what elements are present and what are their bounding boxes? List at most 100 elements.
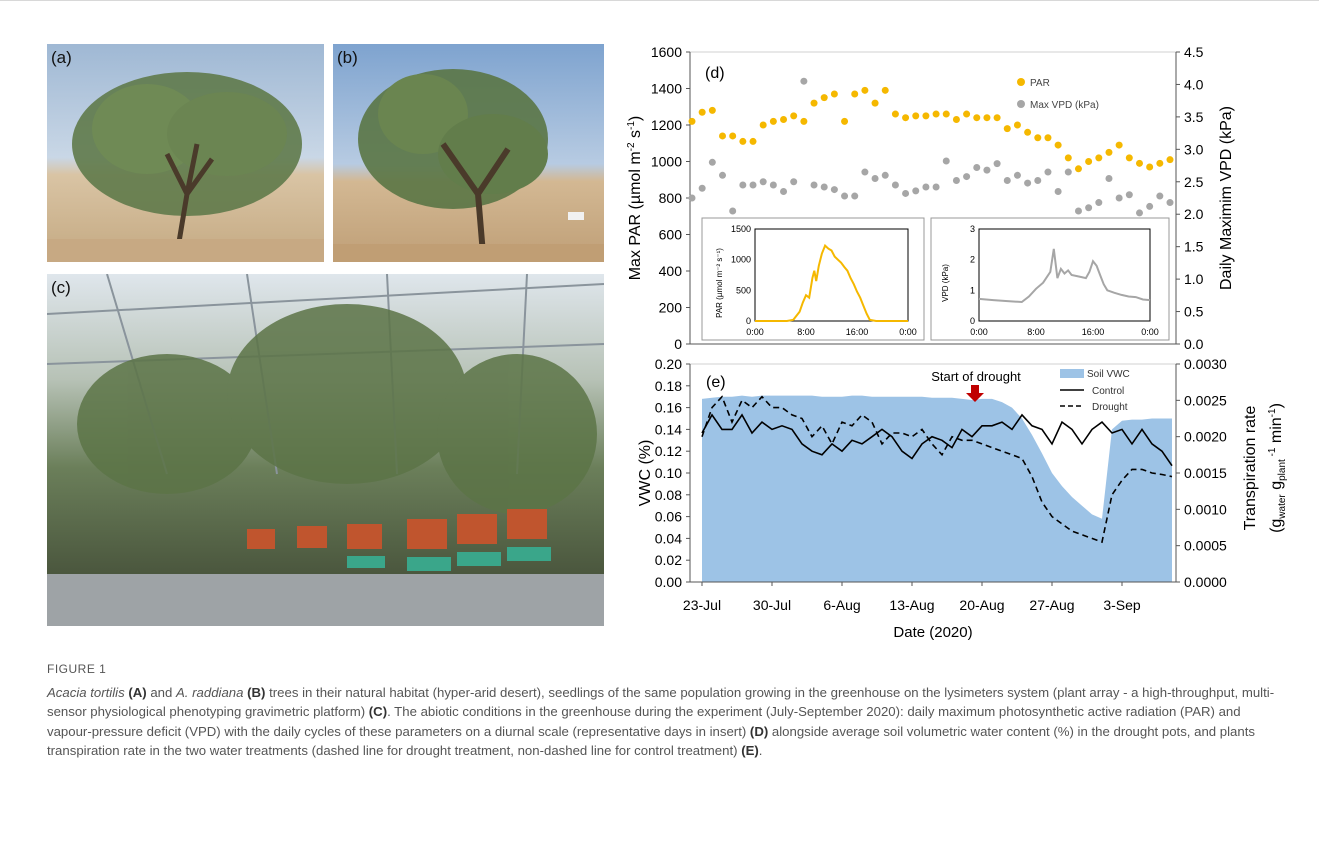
vpd-point — [983, 166, 991, 174]
caption-ref-c: (C) — [368, 704, 388, 719]
panel-d-ylabel-left: Max PAR (µmol m-2 s-1) — [626, 116, 644, 281]
par-point — [912, 112, 920, 120]
greenhouse-illustration — [47, 274, 604, 626]
vpd-point — [688, 194, 696, 202]
par-point — [810, 99, 818, 107]
inset-ytick-label: 0 — [970, 316, 975, 326]
e-ytick-left-label: 0.10 — [655, 465, 682, 481]
inset-xtick-label: 0:00 — [899, 327, 917, 337]
inset-vpd-ylabel: VPD (kPa) — [941, 264, 950, 302]
inset-ytick-label: 500 — [736, 285, 751, 295]
inset-ytick-label: 1000 — [731, 255, 751, 265]
e-ytick-right-label: 0.0010 — [1184, 501, 1227, 517]
d-ytick-left-label: 1000 — [651, 154, 682, 170]
acacia-tree-illustration-b — [333, 69, 604, 262]
d-ytick-left-label: 1400 — [651, 81, 682, 97]
par-point — [688, 117, 696, 125]
vpd-point — [1105, 175, 1113, 183]
vpd-point — [1085, 204, 1093, 212]
par-point — [1125, 154, 1133, 162]
d-ytick-left-label: 800 — [659, 190, 683, 206]
vpd-point — [942, 157, 950, 165]
vpd-point — [719, 171, 727, 179]
par-point — [719, 132, 727, 140]
e-ytick-right-label: 0.0015 — [1184, 465, 1227, 481]
par-point — [1105, 148, 1113, 156]
par-point — [1074, 165, 1082, 173]
par-point — [891, 110, 899, 118]
photo-c-greenhouse: (c) — [47, 274, 604, 626]
inset-plot-box — [978, 228, 1151, 322]
par-point — [1156, 159, 1164, 167]
panel-e-ylabel-right-line1: Transpiration rate — [1242, 406, 1259, 531]
photo-c-label: (c) — [51, 278, 71, 297]
par-point — [902, 114, 910, 122]
par-point — [769, 117, 777, 125]
inset-par-ylabel: PAR (µmol m⁻² s⁻¹) — [715, 248, 724, 318]
par-point — [790, 112, 798, 120]
drought-arrow-icon — [966, 385, 984, 402]
par-point — [780, 116, 788, 124]
inset-vpd-chart: 0 1 2 3 0:00 8:00 16:00 0:00 — [970, 224, 1159, 337]
panel-e-label: (e) — [706, 374, 726, 391]
d-ytick-right-label: 0.0 — [1184, 336, 1204, 352]
inset-series-line — [755, 243, 908, 322]
panel-e-chart: 0.00 0.02 0.04 0.06 0.08 0.10 0.12 0.14 0.16 0.18… — [637, 356, 1288, 641]
d-ytick-right-label: 4.0 — [1184, 76, 1204, 92]
vpd-point — [810, 181, 818, 189]
vpd-point — [922, 183, 930, 191]
acacia-tree-illustration-a — [47, 72, 324, 262]
par-point — [1013, 121, 1021, 129]
d-ytick-right-label: 1.0 — [1184, 271, 1204, 287]
vpd-point — [1064, 168, 1072, 176]
caption-ref-e: (E) — [741, 743, 759, 758]
figure-caption: FIGURE 1 Acacia tortilis (A) and A. radd… — [47, 660, 1287, 761]
vpd-point — [1095, 199, 1103, 207]
figure-label: FIGURE 1 — [47, 662, 107, 676]
vpd-point — [973, 164, 981, 172]
inset-ytick-label: 1 — [970, 285, 975, 295]
e-ytick-left-label: 0.06 — [655, 509, 682, 525]
par-point — [871, 99, 879, 107]
e-ytick-left-label: 0.08 — [655, 487, 682, 503]
par-point — [1054, 141, 1062, 149]
vpd-point — [1024, 179, 1032, 187]
par-point — [759, 121, 767, 129]
vpd-point — [769, 181, 777, 189]
par-point — [922, 112, 930, 120]
par-point — [1135, 159, 1143, 167]
caption-text-3: trees in their natural habitat (hyper-ar… — [47, 684, 1275, 720]
e-ytick-right-label: 0.0030 — [1184, 356, 1227, 372]
caption-ref-a: (A) — [128, 684, 147, 700]
vpd-point — [749, 181, 757, 189]
d-ytick-right-label: 3.5 — [1184, 109, 1204, 125]
vpd-point — [912, 187, 920, 195]
vpd-point — [1013, 171, 1021, 179]
vpd-point — [1146, 202, 1154, 210]
d-ytick-right-label: 2.0 — [1184, 206, 1204, 222]
vpd-point — [871, 175, 879, 183]
soil-vwc-area — [702, 395, 1172, 582]
e-xtick-label: 23-Jul — [683, 597, 721, 613]
par-point — [749, 137, 757, 145]
d-ytick-right-label: 2.5 — [1184, 174, 1204, 190]
vpd-point — [698, 184, 706, 192]
par-point — [1034, 134, 1042, 142]
vpd-point — [1125, 191, 1133, 199]
par-point — [932, 110, 940, 118]
vpd-point — [830, 186, 838, 194]
vpd-point — [851, 192, 859, 200]
inset-ytick-label: 2 — [970, 255, 975, 265]
inset-xtick-label: 8:00 — [1027, 327, 1045, 337]
par-point — [830, 90, 838, 98]
e-xtick-label: 27-Aug — [1029, 597, 1074, 613]
par-point — [800, 117, 808, 125]
legend-vwc-swatch — [1060, 369, 1084, 378]
e-ytick-left-label: 0.14 — [655, 421, 682, 437]
vpd-point — [1135, 209, 1143, 217]
par-point — [881, 86, 889, 94]
e-ytick-right-label: 0.0005 — [1184, 538, 1227, 554]
inset-xtick-label: 16:00 — [1082, 327, 1105, 337]
panel-e-xlabel: Date (2020) — [893, 624, 972, 641]
